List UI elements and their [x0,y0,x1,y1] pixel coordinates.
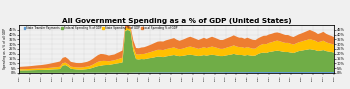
Title: All Government Spending as a % of GDP (United States): All Government Spending as a % of GDP (U… [62,18,292,24]
Legend: State Transfer Payments, Federal Spending % of GDP, State Spending % of GDP, Loc: State Transfer Payments, Federal Spendin… [22,24,179,31]
Y-axis label: Spending as a % of all GDP: Spending as a % of all GDP [3,28,7,69]
